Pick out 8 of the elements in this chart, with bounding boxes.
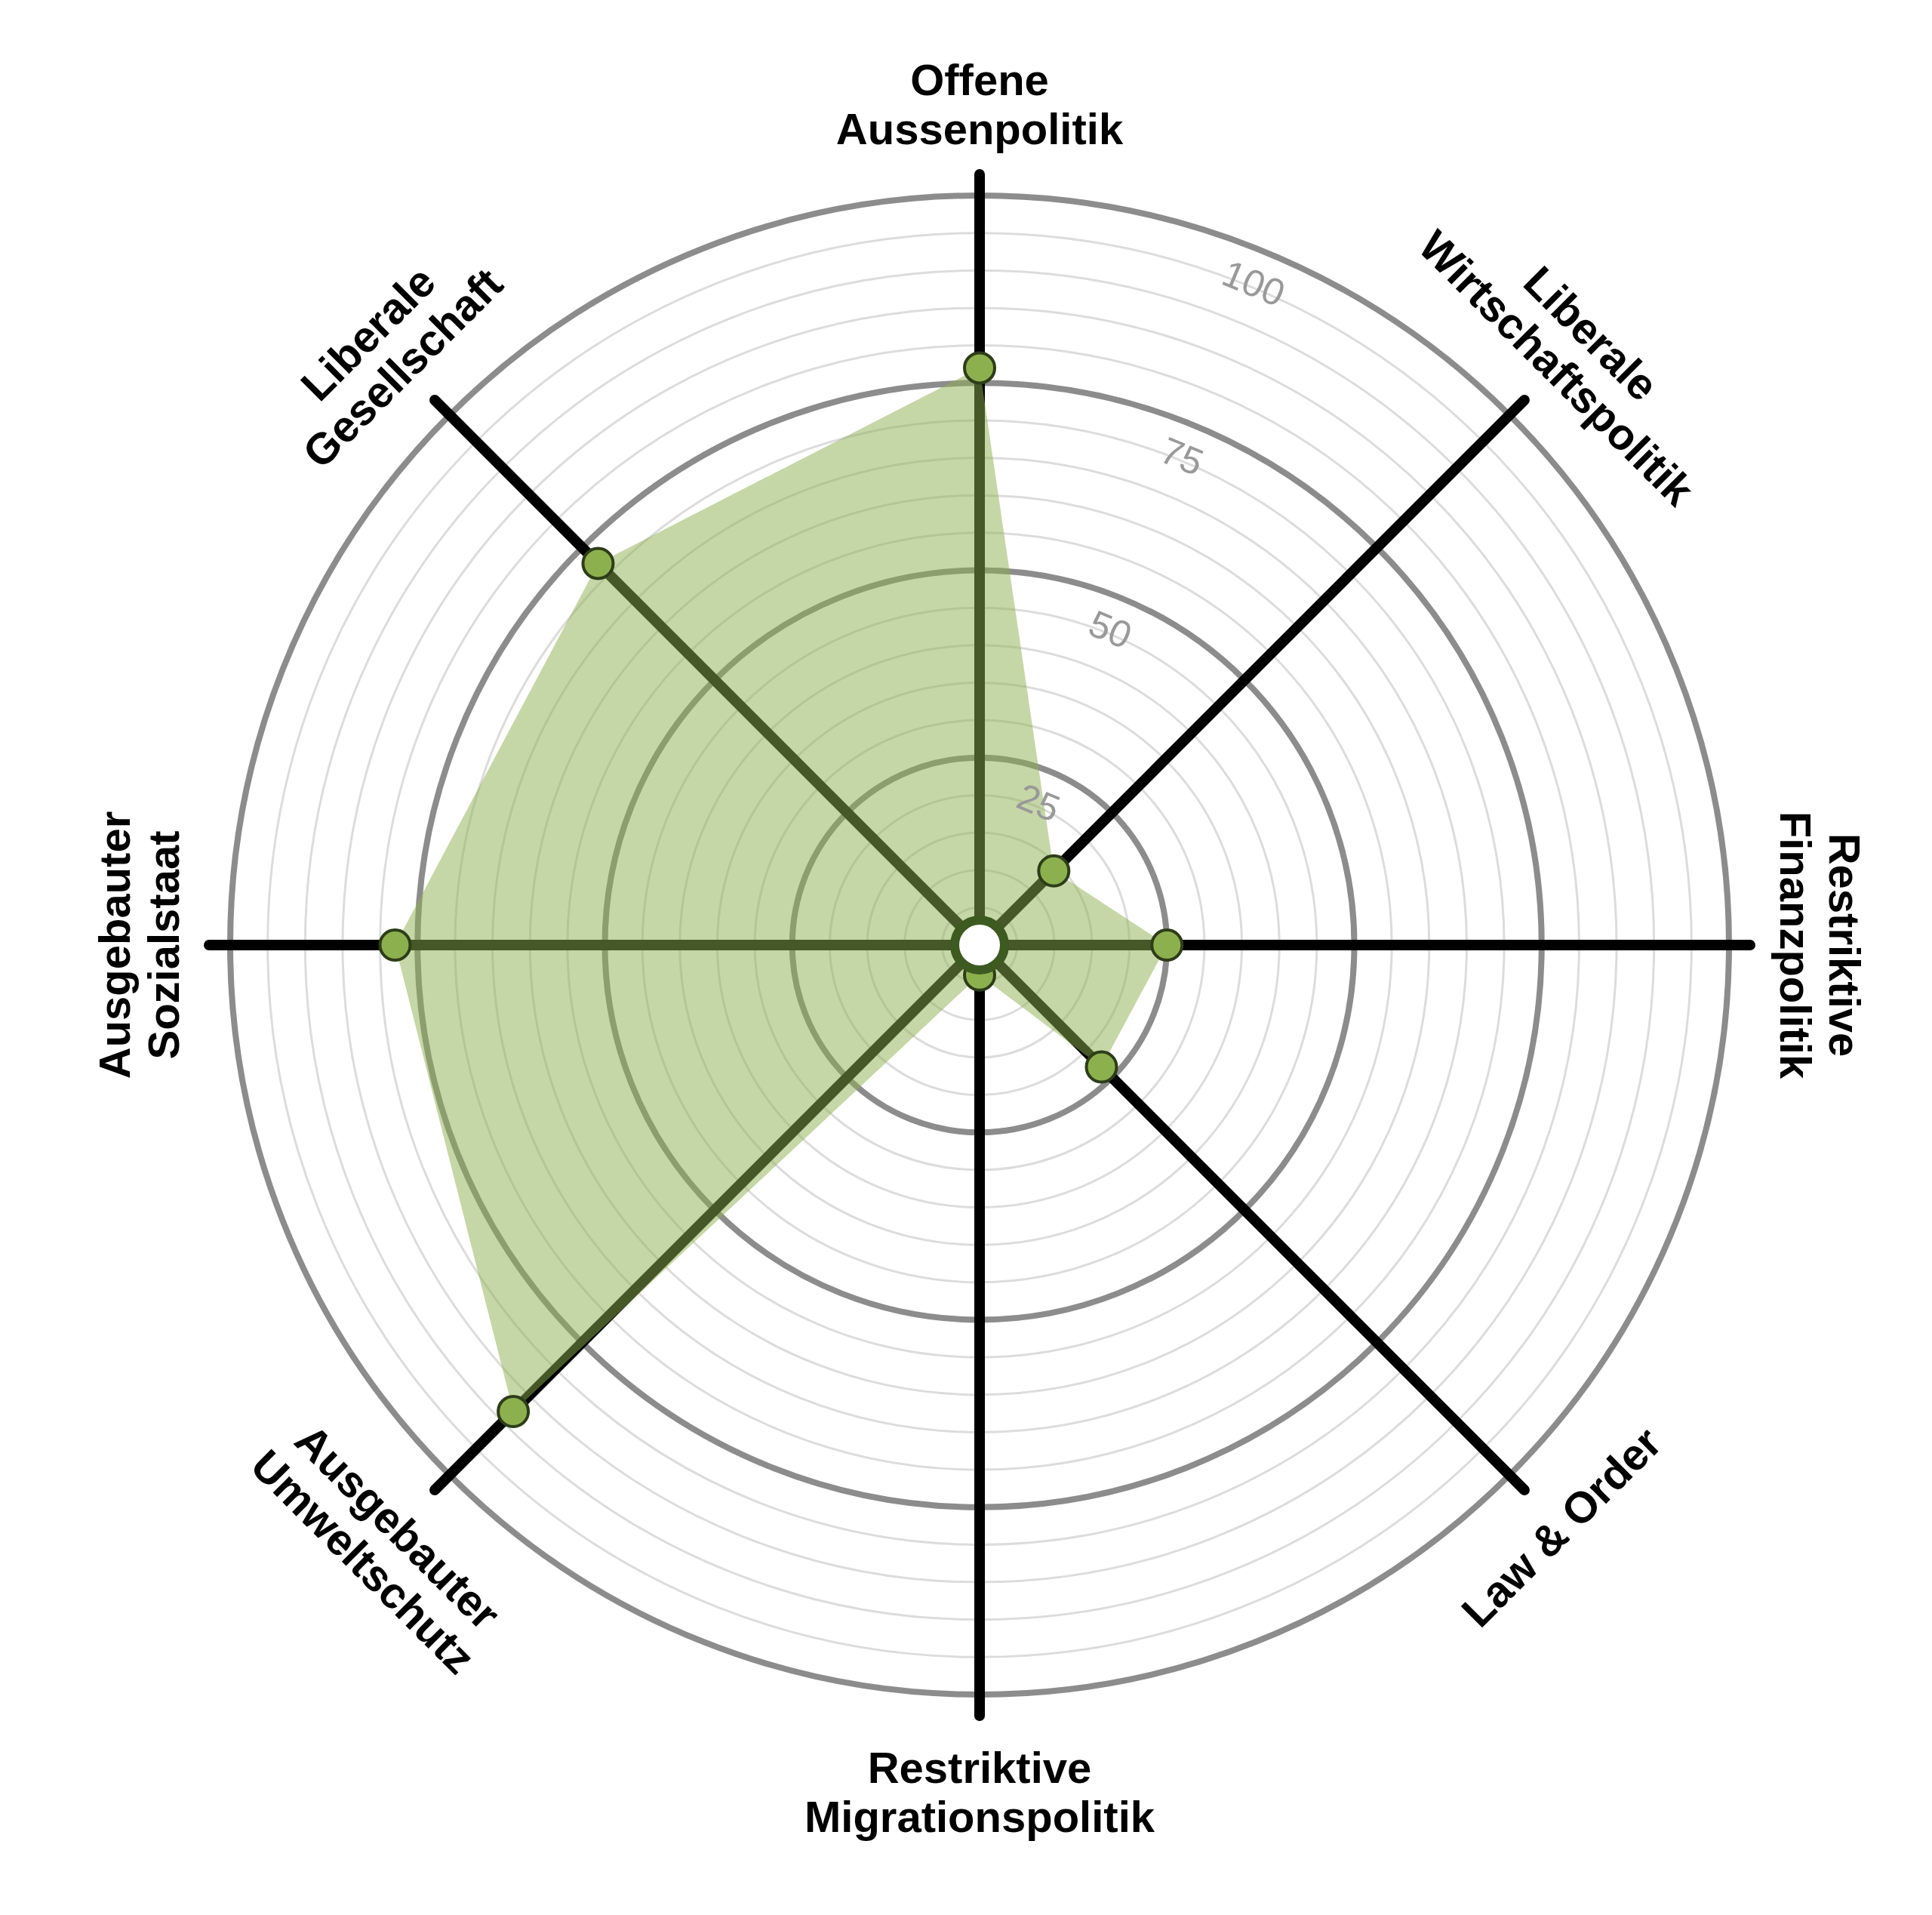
y-tick-label: 100 bbox=[1216, 251, 1291, 316]
y-tick-label: 75 bbox=[1154, 429, 1210, 485]
spoke-label: Restriktive Finanzpolitik bbox=[1771, 811, 1869, 1079]
spoke-label: Offene Aussenpolitik bbox=[835, 55, 1124, 153]
spoke-label: Restriktive Migrationspolitik bbox=[804, 1743, 1155, 1842]
y-tick-label: 25 bbox=[1011, 774, 1066, 830]
y-tick-label: 50 bbox=[1082, 602, 1138, 657]
spoke-label: Ausgebauter Sozialstaat bbox=[90, 811, 188, 1079]
